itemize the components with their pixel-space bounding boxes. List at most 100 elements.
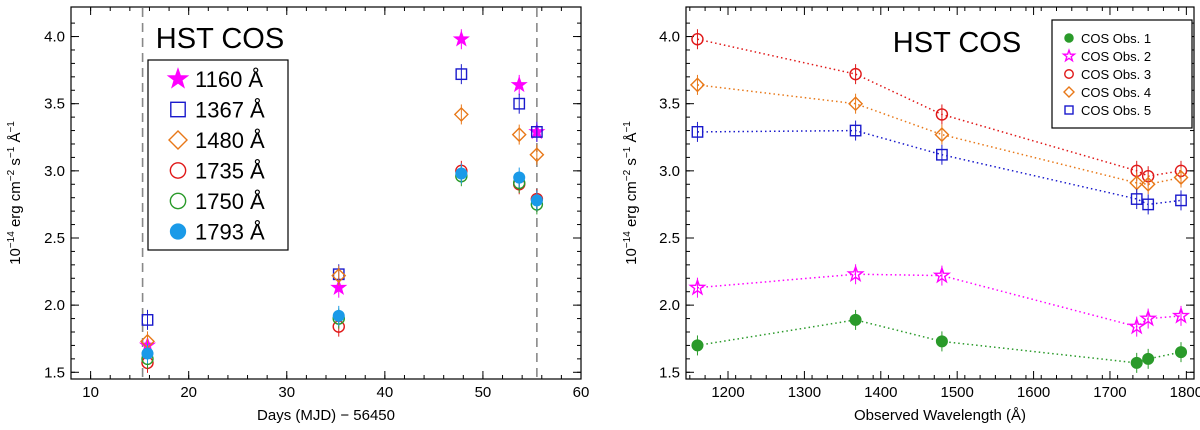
- y-axis-label-part: 10: [623, 248, 640, 265]
- legend-label: COS Obs. 2: [1081, 49, 1151, 64]
- series-1: [691, 309, 1188, 373]
- data-point: [513, 97, 526, 110]
- data-point: [1140, 176, 1156, 192]
- data-point: [141, 314, 154, 326]
- legend-box: [1051, 19, 1193, 129]
- legend-label: 1480 Å: [195, 128, 265, 153]
- y-axis-label-part: erg cm: [7, 181, 24, 231]
- data-point: [331, 268, 347, 284]
- data-point: [513, 171, 526, 184]
- y-tick-label: 3.5: [44, 96, 65, 113]
- data-point: [1130, 356, 1143, 369]
- data-point: [935, 335, 948, 348]
- series-6: [141, 163, 543, 364]
- x-tick-label: 40: [377, 384, 394, 401]
- legend-marker: [169, 162, 187, 179]
- data-point: [1130, 193, 1143, 205]
- chart-title: HST COS: [893, 27, 1021, 59]
- data-point: [848, 96, 864, 112]
- data-point: [688, 278, 707, 296]
- data-point: [529, 147, 545, 163]
- y-axis-label-part: −2: [622, 169, 633, 181]
- x-tick-label: 1500: [941, 384, 974, 401]
- data-point: [1142, 352, 1155, 365]
- chart-left: 10 20 30 40 50 60 1.5 2.0 2.5 3.0 3.5 4.0 HST COS 116…: [6, 6, 590, 424]
- y-tick-label: 1.5: [44, 364, 65, 381]
- legend-label: COS Obs. 4: [1081, 85, 1151, 100]
- data-point: [455, 167, 468, 180]
- y-tick-label: 2.5: [44, 230, 65, 247]
- data-point: [530, 194, 543, 207]
- legend-marker: [1063, 86, 1075, 98]
- plot-frame: [685, 6, 1195, 380]
- data-point: [1175, 194, 1187, 207]
- legend-marker: [1064, 105, 1074, 115]
- y-axis-label-part: −14: [622, 231, 633, 248]
- data-point: [530, 125, 543, 138]
- chart-title: HST COS: [156, 23, 284, 55]
- data-point: [330, 278, 348, 295]
- series-2: [688, 264, 1191, 337]
- data-point: [1171, 306, 1191, 324]
- series-5: [691, 120, 1187, 215]
- legend-label: 1750 Å: [195, 189, 265, 214]
- data-point: [141, 347, 154, 360]
- series-line: [697, 319, 1182, 364]
- data-point: [332, 309, 345, 322]
- legend-label: COS Obs. 5: [1081, 103, 1151, 118]
- legend-marker: [1064, 69, 1074, 79]
- x-tick-label: 1800: [1170, 384, 1200, 401]
- x-tick-label: 60: [573, 384, 590, 401]
- data-point: [691, 339, 704, 352]
- y-tick-label: 4.0: [44, 29, 65, 46]
- legend-label: COS Obs. 1: [1081, 31, 1151, 46]
- data-point: [1173, 170, 1189, 186]
- legend-label: COS Obs. 3: [1081, 67, 1151, 82]
- data-point: [934, 127, 950, 143]
- y-axis-label: 10−14 erg cm−2 s−1 Å−1: [622, 121, 640, 265]
- y-tick-label: 2.0: [44, 297, 65, 314]
- y-axis-label-part: s: [623, 158, 640, 170]
- y-axis-label-part: Å: [623, 133, 640, 147]
- data-point: [452, 30, 470, 47]
- y-axis-label-part: −1: [6, 121, 17, 133]
- y-axis-label-part: −14: [6, 231, 17, 248]
- data-point: [453, 106, 469, 122]
- series-line: [697, 129, 1182, 206]
- data-point: [932, 265, 952, 284]
- data-point: [455, 68, 468, 81]
- x-tick-label: 1200: [711, 384, 744, 401]
- x-axis-label: Observed Wavelength (Å): [854, 407, 1026, 424]
- data-point: [691, 125, 704, 138]
- data-point: [511, 127, 527, 143]
- y-tick-label: 1.5: [659, 364, 680, 381]
- x-tick-label: 1700: [1093, 384, 1126, 401]
- legend-marker: [166, 67, 190, 89]
- legend-label: 1160 Å: [195, 67, 263, 92]
- legend-label: 1367 Å: [195, 98, 265, 123]
- legend-marker: [169, 192, 187, 210]
- data-point: [689, 77, 705, 93]
- legend-label: 1735 Å: [195, 159, 265, 184]
- y-tick-label: 3.5: [659, 96, 680, 113]
- x-tick-label: 1300: [788, 384, 821, 401]
- data-point: [849, 67, 862, 81]
- x-tick-label: 1400: [864, 384, 897, 401]
- legend-marker: [170, 101, 186, 118]
- y-tick-label: 2.0: [659, 297, 680, 314]
- y-axis-label-part: erg cm: [623, 181, 640, 231]
- legend-label: 1793 Å: [195, 220, 265, 245]
- y-axis-label-part: −1: [622, 121, 633, 133]
- y-axis-label-part: s: [7, 158, 24, 170]
- x-axis-label: Days (MJD) − 56450: [257, 407, 395, 424]
- y-tick-label: 3.0: [44, 163, 65, 180]
- series-line: [697, 273, 1182, 328]
- data-point: [510, 75, 528, 93]
- data-point: [691, 33, 704, 46]
- x-tick-label: 1600: [1017, 384, 1050, 401]
- y-tick-label: 2.5: [659, 230, 680, 247]
- data-point: [849, 124, 862, 137]
- y-axis-label-part: Å: [7, 133, 24, 147]
- y-axis-label: 10−14 erg cm−2 s−1 Å−1: [6, 121, 24, 265]
- legend-marker: [1061, 48, 1077, 63]
